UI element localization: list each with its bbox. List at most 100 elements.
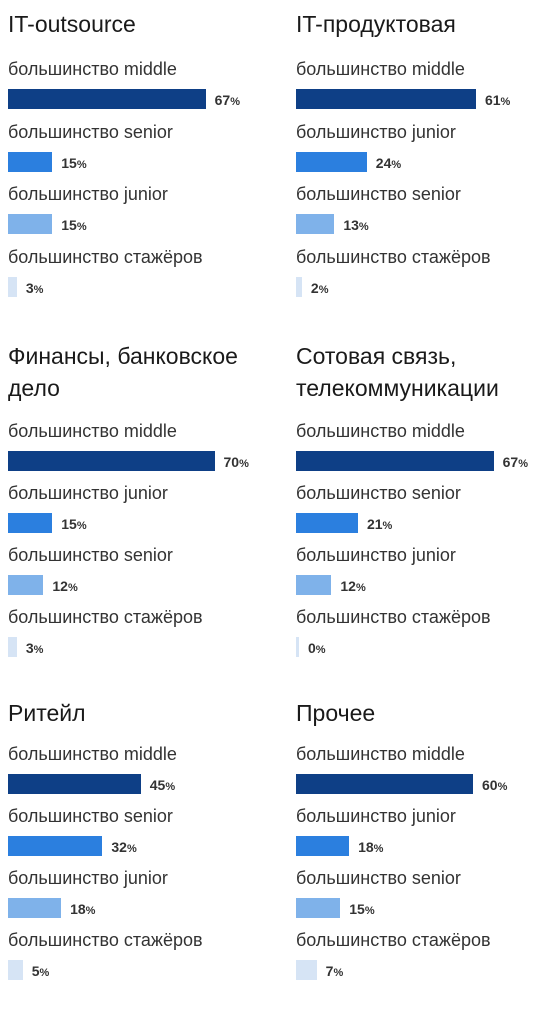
value-label: 13%: [343, 215, 368, 237]
chart-panel: IT-outsource большинство middle 67% большин…: [8, 8, 258, 328]
bar: [8, 276, 17, 297]
value-label: 18%: [358, 837, 383, 859]
value-label: 2%: [311, 278, 329, 300]
bar: [8, 960, 23, 980]
chart-panel: Сотовая связь, телекоммуникации большинст…: [296, 340, 540, 660]
percent-sign: %: [67, 582, 78, 594]
value-label: 18%: [70, 899, 95, 921]
value-label: 3%: [26, 278, 44, 300]
value-number: 15: [349, 901, 365, 917]
chart-title: Сотовая связь, телекоммуникации: [296, 343, 499, 401]
percent-sign: %: [497, 781, 508, 793]
chart-panel: Ритейл большинство middle 45% большинство s…: [8, 697, 258, 1017]
value-label: 5%: [32, 961, 50, 983]
percent-sign: %: [364, 905, 375, 917]
bar: [8, 898, 62, 918]
value-label: 12%: [52, 576, 77, 598]
value-number: 24: [375, 154, 392, 171]
chart-title: IT-продуктовая: [296, 11, 456, 37]
bar: [296, 637, 299, 657]
percent-sign: %: [33, 644, 44, 656]
category-label: большинство middle: [296, 744, 465, 764]
category-label: большинство senior: [296, 184, 461, 204]
bar: [296, 575, 332, 595]
percent-sign: %: [39, 967, 50, 979]
category-label: большинство junior: [8, 868, 168, 888]
category-label: большинство стажёров: [296, 607, 491, 627]
bar: [8, 214, 53, 234]
bar: [8, 89, 206, 109]
chart-panel: IT-продуктовая большинство middle 61% больш…: [296, 8, 540, 328]
value-label: 7%: [326, 961, 344, 983]
bar: [8, 513, 53, 533]
value-number: 0: [308, 640, 316, 656]
category-label: большинство middle: [8, 59, 177, 79]
value-label: 15%: [61, 215, 86, 237]
category-label: большинство junior: [296, 121, 456, 142]
category-label: большинство senior: [296, 483, 461, 503]
chart-panel: Финансы, банковское дело большинство midd…: [8, 340, 258, 660]
percent-sign: %: [358, 221, 369, 233]
value-number: 18: [358, 839, 374, 855]
category-label: большинство senior: [8, 806, 173, 826]
category-label: большинство middle: [296, 421, 465, 441]
percent-sign: %: [165, 781, 176, 793]
chart-title: Финансы, банковское дело: [8, 343, 238, 401]
value-label: 21%: [367, 514, 392, 536]
value-number: 3: [25, 279, 34, 296]
percent-sign: %: [518, 458, 528, 470]
value-label: 3%: [26, 638, 44, 660]
bar: [296, 89, 476, 109]
value-number: 15: [61, 217, 77, 233]
bar: [296, 774, 473, 794]
category-label: большинство middle: [296, 59, 465, 79]
value-label: 45%: [150, 775, 175, 797]
percent-sign: %: [333, 967, 344, 979]
category-label: большинство стажёров: [8, 246, 203, 267]
value-number: 61: [484, 92, 501, 108]
value-label: 0%: [308, 638, 326, 660]
value-label: 67%: [215, 90, 240, 112]
value-label: 70%: [224, 452, 249, 474]
percent-sign: %: [373, 843, 384, 855]
category-label: большинство junior: [296, 806, 456, 826]
value-label: 24%: [376, 153, 401, 175]
value-label: 15%: [61, 514, 86, 536]
percent-sign: %: [382, 520, 393, 532]
value-number: 2: [310, 279, 319, 296]
category-label: большинство стажёров: [296, 246, 491, 267]
category-label: большинство senior: [296, 868, 461, 888]
value-number: 12: [52, 578, 68, 594]
percent-sign: %: [230, 96, 240, 108]
value-number: 67: [502, 454, 519, 470]
chart-panel: Прочее большинство middle 60% большинство j…: [296, 697, 540, 1017]
value-number: 13: [343, 217, 359, 233]
percent-sign: %: [76, 158, 87, 171]
value-number: 32: [111, 839, 127, 855]
bar: [8, 575, 44, 595]
bar: [296, 276, 302, 297]
value-number: 67: [214, 92, 231, 108]
category-label: большинство junior: [8, 483, 168, 503]
value-number: 5: [31, 963, 40, 979]
bar: [296, 151, 367, 172]
percent-sign: %: [315, 644, 326, 656]
value-label: 12%: [340, 576, 365, 598]
value-number: 18: [70, 901, 86, 917]
value-label: 32%: [111, 837, 136, 859]
category-label: большинство стажёров: [296, 930, 491, 950]
category-label: большинство senior: [8, 121, 173, 142]
value-label: 15%: [349, 899, 374, 921]
percent-sign: %: [33, 283, 44, 296]
bar: [8, 151, 53, 172]
category-label: большинство стажёров: [8, 930, 203, 950]
bar: [296, 513, 358, 533]
value-label: 15%: [61, 153, 86, 175]
bar: [296, 898, 341, 918]
category-label: большинство стажёров: [8, 607, 203, 627]
category-label: большинство middle: [8, 421, 177, 441]
value-number: 12: [340, 578, 356, 594]
percent-sign: %: [76, 520, 87, 532]
percent-sign: %: [500, 96, 511, 108]
category-label: большинство junior: [8, 184, 168, 204]
